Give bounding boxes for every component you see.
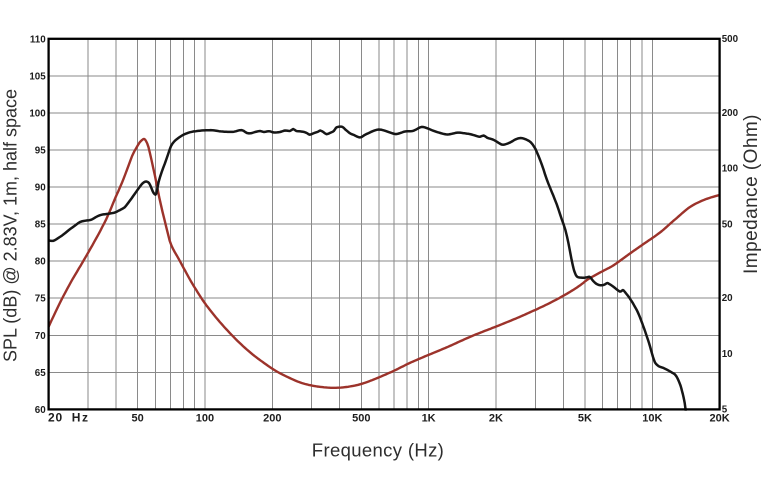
svg-text:200: 200 [722, 108, 739, 119]
svg-text:20K: 20K [710, 413, 730, 425]
svg-text:1K: 1K [422, 413, 436, 425]
svg-text:75: 75 [35, 294, 46, 305]
svg-text:85: 85 [35, 220, 46, 231]
svg-text:105: 105 [29, 71, 46, 82]
svg-text:90: 90 [35, 183, 46, 194]
svg-text:5K: 5K [578, 413, 592, 425]
svg-text:500: 500 [352, 413, 370, 425]
svg-text:95: 95 [35, 146, 46, 157]
svg-text:100: 100 [29, 108, 46, 119]
svg-text:100: 100 [196, 413, 214, 425]
svg-text:200: 200 [263, 413, 281, 425]
svg-text:10K: 10K [642, 413, 662, 425]
svg-text:20: 20 [722, 293, 733, 304]
svg-text:Frequency (Hz): Frequency (Hz) [312, 439, 444, 460]
svg-text:2K: 2K [489, 413, 503, 425]
svg-text:65: 65 [35, 368, 46, 379]
svg-text:SPL (dB) @ 2.83V, 1m, half spa: SPL (dB) @ 2.83V, 1m, half space [1, 89, 21, 362]
svg-text:110: 110 [30, 34, 46, 45]
svg-text:500: 500 [722, 34, 739, 45]
svg-text:100: 100 [722, 164, 739, 175]
svg-text:Hz: Hz [72, 411, 90, 425]
svg-text:50: 50 [131, 413, 143, 425]
svg-text:Impedance (Ohm): Impedance (Ohm) [741, 114, 762, 274]
svg-text:80: 80 [35, 257, 46, 268]
svg-text:5: 5 [722, 405, 728, 416]
svg-text:70: 70 [35, 331, 46, 342]
svg-text:60: 60 [35, 405, 46, 416]
svg-text:20: 20 [48, 411, 63, 425]
svg-text:10: 10 [722, 349, 733, 360]
svg-text:50: 50 [722, 219, 733, 230]
